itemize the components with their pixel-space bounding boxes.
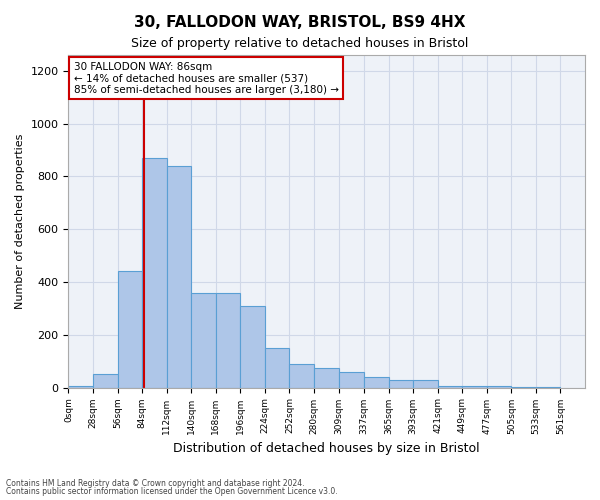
Bar <box>93 374 118 388</box>
X-axis label: Distribution of detached houses by size in Bristol: Distribution of detached houses by size … <box>173 442 480 455</box>
Bar <box>364 377 389 388</box>
Y-axis label: Number of detached properties: Number of detached properties <box>15 134 25 309</box>
Text: 30, FALLODON WAY, BRISTOL, BS9 4HX: 30, FALLODON WAY, BRISTOL, BS9 4HX <box>134 15 466 30</box>
Bar <box>68 386 93 388</box>
Bar <box>216 292 241 388</box>
Bar <box>340 372 364 388</box>
Text: 30 FALLODON WAY: 86sqm
← 14% of detached houses are smaller (537)
85% of semi-de: 30 FALLODON WAY: 86sqm ← 14% of detached… <box>74 62 338 95</box>
Bar <box>462 386 487 388</box>
Bar <box>191 292 216 388</box>
Bar <box>167 166 191 388</box>
Bar <box>389 380 413 388</box>
Bar <box>413 380 437 388</box>
Bar <box>437 386 462 388</box>
Bar <box>118 272 142 388</box>
Text: Size of property relative to detached houses in Bristol: Size of property relative to detached ho… <box>131 38 469 51</box>
Bar <box>142 158 167 388</box>
Bar <box>241 306 265 388</box>
Text: Contains public sector information licensed under the Open Government Licence v3: Contains public sector information licen… <box>6 487 338 496</box>
Bar <box>289 364 314 388</box>
Bar <box>314 368 338 388</box>
Text: Contains HM Land Registry data © Crown copyright and database right 2024.: Contains HM Land Registry data © Crown c… <box>6 478 305 488</box>
Bar <box>487 386 511 388</box>
Bar <box>265 348 289 388</box>
